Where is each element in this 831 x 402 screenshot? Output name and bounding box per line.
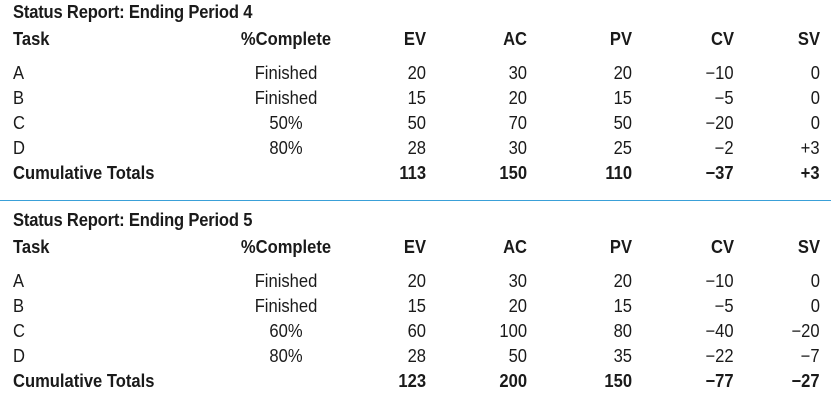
report-title: Status Report: Ending Period 5 [13, 210, 253, 230]
sv-cell: 0 [810, 88, 820, 108]
pv-cell: 15 [613, 296, 632, 316]
cv-total: −77 [705, 371, 734, 391]
header-pct-complete: %Complete [240, 29, 332, 49]
ac-cell: 20 [508, 88, 527, 108]
pct-complete-cell: 80% [269, 138, 303, 158]
header-pv: PV [609, 29, 632, 49]
header-sv: SV [797, 29, 820, 49]
table-row: A Finished 20 30 20 −10 0 [0, 61, 831, 85]
pv-cell: 20 [613, 271, 632, 291]
ac-total: 150 [499, 163, 527, 183]
sv-cell: −20 [791, 321, 820, 341]
ac-cell: 30 [508, 138, 527, 158]
pct-complete-cell: 80% [269, 346, 303, 366]
header-cv: CV [710, 237, 734, 257]
pct-complete-cell: Finished [254, 271, 318, 291]
sv-cell: +3 [801, 138, 820, 158]
cv-cell: −5 [715, 296, 734, 316]
totals-row: Cumulative Totals 113 150 110 −37 +3 [0, 161, 831, 185]
pv-cell: 15 [613, 88, 632, 108]
cv-cell: −22 [705, 346, 734, 366]
task-cell: B [13, 88, 25, 108]
table-row: A Finished 20 30 20 −10 0 [0, 269, 831, 293]
pv-cell: 35 [613, 346, 632, 366]
header-ac: AC [503, 29, 527, 49]
pv-total: 110 [605, 163, 632, 183]
header-task: Task [13, 237, 50, 257]
task-cell: A [13, 271, 25, 291]
cv-cell: −10 [705, 271, 734, 291]
sv-cell: 0 [810, 271, 820, 291]
sv-total: −27 [791, 371, 820, 391]
table-row: C 50% 50 70 50 −20 0 [0, 111, 831, 135]
ev-cell: 15 [407, 296, 426, 316]
header-ev: EV [403, 237, 426, 257]
totals-label: Cumulative Totals [13, 371, 155, 391]
task-cell: C [13, 321, 25, 341]
ev-cell: 15 [407, 88, 426, 108]
header-sv: SV [797, 237, 820, 257]
report-title: Status Report: Ending Period 4 [13, 2, 253, 22]
header-cv: CV [710, 29, 734, 49]
pv-cell: 80 [613, 321, 632, 341]
table-row: B Finished 15 20 15 −5 0 [0, 86, 831, 110]
pv-cell: 20 [613, 63, 632, 83]
ac-cell: 100 [499, 321, 527, 341]
table-row: D 80% 28 50 35 −22 −7 [0, 344, 831, 368]
cv-total: −37 [705, 163, 734, 183]
pct-complete-cell: Finished [254, 88, 318, 108]
table-row: B Finished 15 20 15 −5 0 [0, 294, 831, 318]
header-pct-complete: %Complete [240, 237, 332, 257]
task-cell: D [13, 346, 25, 366]
task-cell: A [13, 63, 25, 83]
section-divider [0, 200, 831, 201]
sv-total: +3 [801, 163, 820, 183]
ev-cell: 50 [407, 113, 426, 133]
header-row: Task %Complete EV AC PV CV SV [0, 235, 831, 259]
ac-cell: 50 [508, 346, 527, 366]
ac-cell: 30 [508, 63, 527, 83]
ac-cell: 20 [508, 296, 527, 316]
ev-cell: 28 [407, 346, 426, 366]
cv-cell: −40 [705, 321, 734, 341]
cv-cell: −20 [705, 113, 734, 133]
sv-cell: −7 [801, 346, 820, 366]
pct-complete-cell: Finished [254, 63, 318, 83]
task-cell: B [13, 296, 25, 316]
pv-total: 150 [604, 371, 632, 391]
totals-label: Cumulative Totals [13, 163, 155, 183]
sv-cell: 0 [810, 113, 820, 133]
cv-cell: −5 [715, 88, 734, 108]
header-pv: PV [609, 237, 632, 257]
ac-total: 200 [499, 371, 527, 391]
sv-cell: 0 [810, 63, 820, 83]
pct-complete-cell: 60% [269, 321, 303, 341]
ev-cell: 20 [407, 63, 426, 83]
ac-cell: 30 [508, 271, 527, 291]
pct-complete-cell: 50% [269, 113, 303, 133]
table-row: C 60% 60 100 80 −40 −20 [0, 319, 831, 343]
ev-total: 113 [399, 163, 426, 183]
header-ev: EV [403, 29, 426, 49]
ev-total: 123 [398, 371, 426, 391]
cv-cell: −10 [705, 63, 734, 83]
header-row: Task %Complete EV AC PV CV SV [0, 27, 831, 51]
ev-cell: 28 [407, 138, 426, 158]
totals-row: Cumulative Totals 123 200 150 −77 −27 [0, 369, 831, 393]
cv-cell: −2 [715, 138, 734, 158]
header-task: Task [13, 29, 50, 49]
header-ac: AC [503, 237, 527, 257]
ev-cell: 20 [407, 271, 426, 291]
pv-cell: 25 [613, 138, 632, 158]
pct-complete-cell: Finished [254, 296, 318, 316]
sv-cell: 0 [810, 296, 820, 316]
table-row: D 80% 28 30 25 −2 +3 [0, 136, 831, 160]
pv-cell: 50 [613, 113, 632, 133]
ac-cell: 70 [508, 113, 527, 133]
task-cell: C [13, 113, 25, 133]
task-cell: D [13, 138, 25, 158]
ev-cell: 60 [407, 321, 426, 341]
